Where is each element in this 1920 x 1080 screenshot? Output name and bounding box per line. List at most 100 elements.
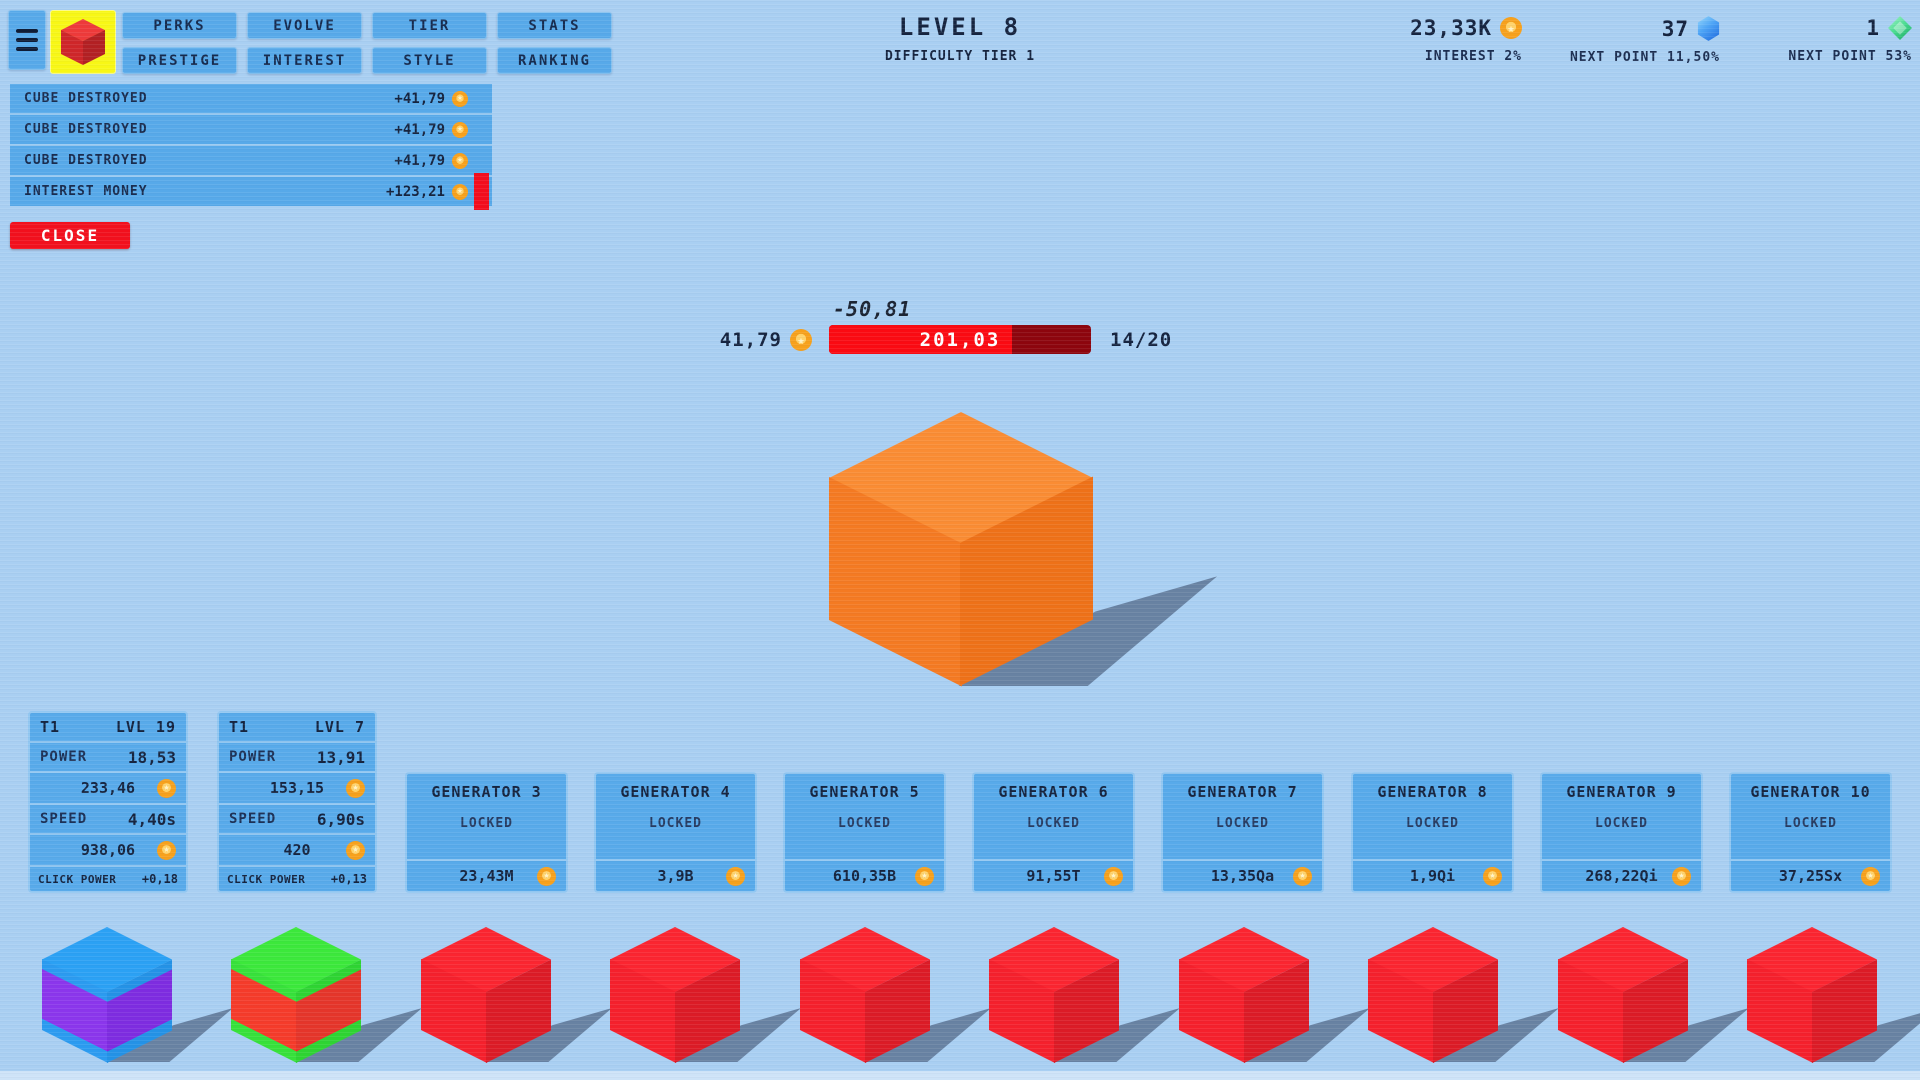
green-gem-icon (1888, 16, 1912, 40)
generator-status: LOCKED (1595, 816, 1648, 831)
notification-row: CUBE DESTROYED +41,79 (10, 84, 492, 115)
price-value: 1,9Qi (1409, 867, 1456, 885)
menu-button-ranking[interactable]: RANKING (497, 47, 612, 74)
locked-generator-card-9[interactable]: GENERATOR 9 LOCKED 268,22Qi (1540, 772, 1703, 893)
locked-generator-card-10[interactable]: GENERATOR 10 LOCKED 37,25Sx (1729, 772, 1892, 893)
speed-upgrade-button[interactable]: 420 (219, 835, 375, 867)
generator-name: GENERATOR 6 (998, 783, 1109, 801)
generator-cube-5[interactable] (800, 927, 992, 1063)
menu-button-tier[interactable]: TIER (372, 12, 487, 39)
locked-generator-card-6[interactable]: GENERATOR 6 LOCKED 91,55T (972, 772, 1135, 893)
generator-name: GENERATOR 5 (809, 783, 920, 801)
coin-icon (346, 778, 365, 798)
generator-cube-3[interactable] (421, 927, 613, 1063)
next-point-label: NEXT POINT 11,50% (1569, 50, 1720, 65)
coin-icon (346, 840, 365, 860)
generator-price: 268,22Qi (1542, 859, 1701, 891)
generator-cube-10[interactable] (1747, 927, 1920, 1063)
money-value: 23,33K (1410, 16, 1492, 40)
generator-level: LVL 7 (314, 718, 365, 736)
notification-scrollbar[interactable] (474, 173, 489, 210)
coin-icon (915, 866, 934, 886)
generator-name: GENERATOR 4 (620, 783, 731, 801)
locked-generator-card-7[interactable]: GENERATOR 7 LOCKED 13,35Qa (1161, 772, 1324, 893)
top-menu: PERKS EVOLVE TIER STATS PRESTIGE INTERES… (122, 12, 612, 74)
menu-button-evolve[interactable]: EVOLVE (247, 12, 362, 39)
generator-tier: T1 (229, 718, 250, 736)
price-value: 91,55T (1026, 867, 1081, 885)
price-value: 268,22Qi (1585, 867, 1658, 885)
generator-cube-2[interactable] (231, 927, 423, 1063)
notification-row: CUBE DESTROYED +41,79 (10, 146, 492, 177)
generator-cube-8[interactable] (1368, 927, 1560, 1063)
price-value: 610,35B (832, 867, 897, 885)
price-value: 37,25Sx (1778, 867, 1843, 885)
menu-button-style[interactable]: STYLE (372, 47, 487, 74)
hamburger-menu-button[interactable] (8, 10, 46, 70)
generator-cube-4[interactable] (610, 927, 802, 1063)
hp-bar-fill (829, 325, 1013, 354)
click-power-label: CLICK POWER (227, 872, 306, 886)
coin-icon (157, 840, 176, 860)
notification-label: CUBE DESTROYED (24, 122, 148, 137)
generator-price: 37,25Sx (1731, 859, 1890, 891)
coin-icon (726, 866, 745, 886)
cube-logo-icon (61, 19, 106, 66)
power-upgrade-button[interactable]: 153,15 (219, 773, 375, 805)
generator-status: LOCKED (649, 816, 702, 831)
next-point-label: NEXT POINT 53% (1788, 49, 1912, 64)
generator-level: LVL 19 (115, 718, 176, 736)
generator-name: GENERATOR 8 (1377, 783, 1488, 801)
coin-icon (452, 183, 468, 200)
blue-gem-icon (1697, 16, 1720, 41)
menu-button-interest[interactable]: INTEREST (247, 47, 362, 74)
generator-status: LOCKED (1027, 816, 1080, 831)
menu-button-prestige[interactable]: PRESTIGE (122, 47, 237, 74)
click-power-value: +0,18 (141, 872, 178, 886)
coin-icon (157, 778, 176, 798)
diamond-value: 1 (1866, 16, 1880, 40)
coin-icon (1861, 866, 1880, 886)
power-value: 18,53 (127, 747, 176, 767)
notification-value: +41,79 (394, 90, 445, 107)
locked-generator-card-3[interactable]: GENERATOR 3 LOCKED 23,43M (405, 772, 568, 893)
locked-generator-card-4[interactable]: GENERATOR 4 LOCKED 3,9B (594, 772, 757, 893)
notification-row: CUBE DESTROYED +41,79 (10, 115, 492, 146)
speed-upgrade-button[interactable]: 938,06 (30, 835, 186, 867)
main-cube[interactable] (829, 412, 1218, 688)
generator-cube-9[interactable] (1558, 927, 1750, 1063)
menu-button-stats[interactable]: STATS (497, 12, 612, 39)
locked-generator-card-5[interactable]: GENERATOR 5 LOCKED 610,35B (783, 772, 946, 893)
power-upgrade-cost: 153,15 (269, 779, 325, 797)
generator-cube-6[interactable] (989, 927, 1181, 1063)
price-value: 13,35Qa (1210, 867, 1275, 885)
speed-upgrade-cost: 938,06 (80, 841, 136, 859)
close-button[interactable]: CLOSE (10, 222, 130, 249)
generator-status: LOCKED (1406, 816, 1459, 831)
notification-value: +41,79 (394, 121, 445, 138)
menu-button-perks[interactable]: PERKS (122, 12, 237, 39)
generator-cube-1[interactable] (42, 927, 234, 1063)
generator-status: LOCKED (1784, 816, 1837, 831)
locked-generator-card-8[interactable]: GENERATOR 8 LOCKED 1,9Qi (1351, 772, 1514, 893)
gem-value: 37 (1661, 16, 1689, 41)
speed-upgrade-cost: 420 (283, 841, 311, 859)
generator-card-2: T1 LVL 7 POWER 13,91 153,15 SPEED 6,90s … (217, 711, 377, 893)
notification-label: INTEREST MONEY (24, 184, 148, 199)
coin-icon (1293, 866, 1312, 886)
power-upgrade-button[interactable]: 233,46 (30, 773, 186, 805)
speed-value: 4,40s (127, 809, 176, 829)
floor-highlight (0, 1071, 1920, 1080)
generator-cube-7[interactable] (1179, 927, 1371, 1063)
click-power-value: +0,13 (330, 872, 367, 886)
generator-card-1: T1 LVL 19 POWER 18,53 233,46 SPEED 4,40s… (28, 711, 188, 893)
generator-price: 23,43M (407, 859, 566, 891)
generator-tier: T1 (40, 718, 61, 736)
cube-logo-button[interactable] (50, 10, 116, 74)
money-display: 23,33K INTEREST 2% (1410, 16, 1522, 64)
hp-value: 201,03 (919, 328, 1001, 351)
generator-price: 1,9Qi (1353, 859, 1512, 891)
damage-preview: -50,81 (833, 297, 912, 321)
notification-label: CUBE DESTROYED (24, 91, 148, 106)
